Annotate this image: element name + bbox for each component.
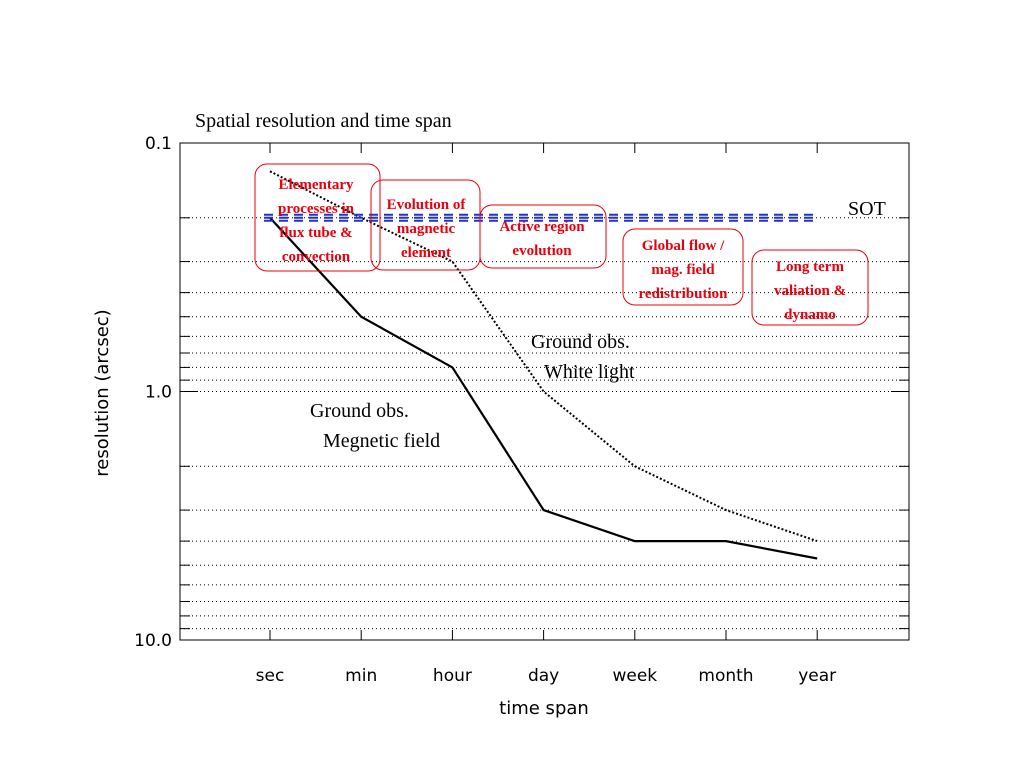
x-tick-label: day	[528, 666, 559, 686]
tick-layer: 0.1 1.0 10.0 sec min hour day week month year	[134, 134, 909, 686]
annotation-line: Long term	[776, 259, 844, 275]
annotation-box	[254, 163, 381, 272]
annotation-line: Elementary	[279, 177, 354, 193]
annotation-line: Evolution of	[387, 197, 467, 213]
chart-title: Spatial resolution and time span	[195, 110, 452, 132]
series-label-whitelight: Ground obs. White light	[531, 331, 635, 383]
annotation-line: evolution	[512, 243, 572, 259]
annotation-line: redistribution	[639, 286, 729, 302]
grid-layer	[180, 142, 909, 641]
y-tick-label: 0.1	[145, 134, 172, 154]
x-tick-label: month	[698, 666, 753, 686]
y-tick-label: 10.0	[134, 631, 172, 651]
x-tick-label: hour	[433, 666, 472, 686]
y-tick-label: 1.0	[145, 383, 172, 403]
annotation-line: Global flow /	[642, 238, 725, 254]
annotation-line: flux tube &	[279, 225, 352, 241]
series-label-sot: SOT	[848, 198, 886, 220]
annotation-text: Global flow / mag. field redistribution	[639, 238, 729, 302]
series-label-magnetic: Ground obs. Megnetic field	[310, 400, 440, 452]
annotation-line: magnetic	[397, 221, 456, 237]
annotation-box	[479, 204, 607, 269]
x-tick-label: sec	[256, 666, 285, 686]
series-label-line: White light	[544, 361, 635, 383]
annotation-line: Active region	[499, 219, 585, 235]
x-tick-label: min	[345, 666, 377, 686]
annotation-layer: Elementary processes in flux tube & convect…	[254, 163, 869, 326]
annotation-line: valiation &	[774, 283, 846, 299]
annotation-text: Active region evolution	[499, 219, 585, 259]
series-layer: Ground obs. Megnetic field Ground obs. Whit…	[264, 170, 886, 560]
series-label-line: SOT	[848, 198, 886, 220]
annotation-text: Evolution of magnetic element	[387, 197, 467, 261]
x-tick-label: year	[798, 666, 836, 686]
series-label-line: Ground obs.	[310, 400, 409, 422]
annotation-box	[751, 249, 869, 326]
y-axis-label: resolution (arcsec)	[92, 309, 113, 476]
x-tick-label: week	[612, 666, 657, 686]
series-label-line: Megnetic field	[323, 430, 440, 452]
annotation-text: Long term valiation & dynamo	[774, 259, 846, 323]
annotation-box	[622, 228, 744, 306]
annotation-line: mag. field	[651, 262, 715, 278]
x-axis-label: time span	[499, 698, 589, 719]
annotation-line: element	[401, 245, 451, 261]
series-label-line: Ground obs.	[531, 331, 630, 353]
series-magnetic-line	[269, 217, 818, 560]
annotation-text: Elementary processes in flux tube & convect…	[278, 177, 355, 265]
annotation-line: convection	[282, 249, 351, 265]
annotation-line: processes in	[278, 201, 355, 217]
annotation-line: dynamo	[784, 307, 836, 323]
